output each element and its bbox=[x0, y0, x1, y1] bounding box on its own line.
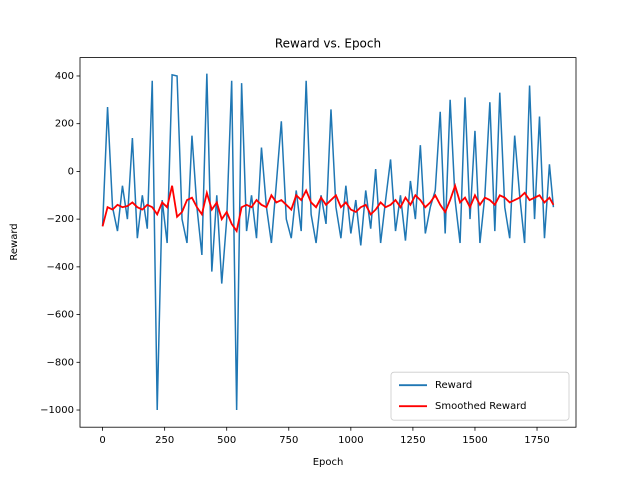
x-tick-label: 1750 bbox=[524, 435, 549, 446]
legend-label: Smoothed Reward bbox=[435, 401, 527, 412]
y-tick-label: 0 bbox=[68, 166, 74, 177]
x-axis-label: Epoch bbox=[313, 457, 344, 468]
x-tick-label: 750 bbox=[279, 435, 298, 446]
y-tick-label: −400 bbox=[47, 262, 74, 273]
y-tick-label: 400 bbox=[55, 71, 74, 82]
series-line bbox=[101, 73, 555, 411]
y-tick-label: −600 bbox=[47, 310, 74, 321]
chart-title: Reward vs. Epoch bbox=[275, 37, 381, 51]
x-tick-label: 1000 bbox=[338, 435, 363, 446]
y-tick-label: 200 bbox=[55, 119, 74, 130]
series-line bbox=[101, 182, 555, 234]
x-tick-label: 1500 bbox=[462, 435, 487, 446]
y-tick-label: −1000 bbox=[40, 405, 74, 416]
y-tick-label: −800 bbox=[47, 357, 74, 368]
x-tick-label: 500 bbox=[217, 435, 236, 446]
y-tick-label: −200 bbox=[47, 214, 74, 225]
x-tick-label: 250 bbox=[155, 435, 174, 446]
plot-frame bbox=[79, 57, 577, 428]
x-tick-label: 0 bbox=[99, 435, 105, 446]
x-tick-label: 1250 bbox=[400, 435, 425, 446]
legend-box bbox=[390, 371, 570, 421]
legend-label: Reward bbox=[435, 380, 472, 391]
y-axis-label: Reward bbox=[9, 223, 20, 260]
